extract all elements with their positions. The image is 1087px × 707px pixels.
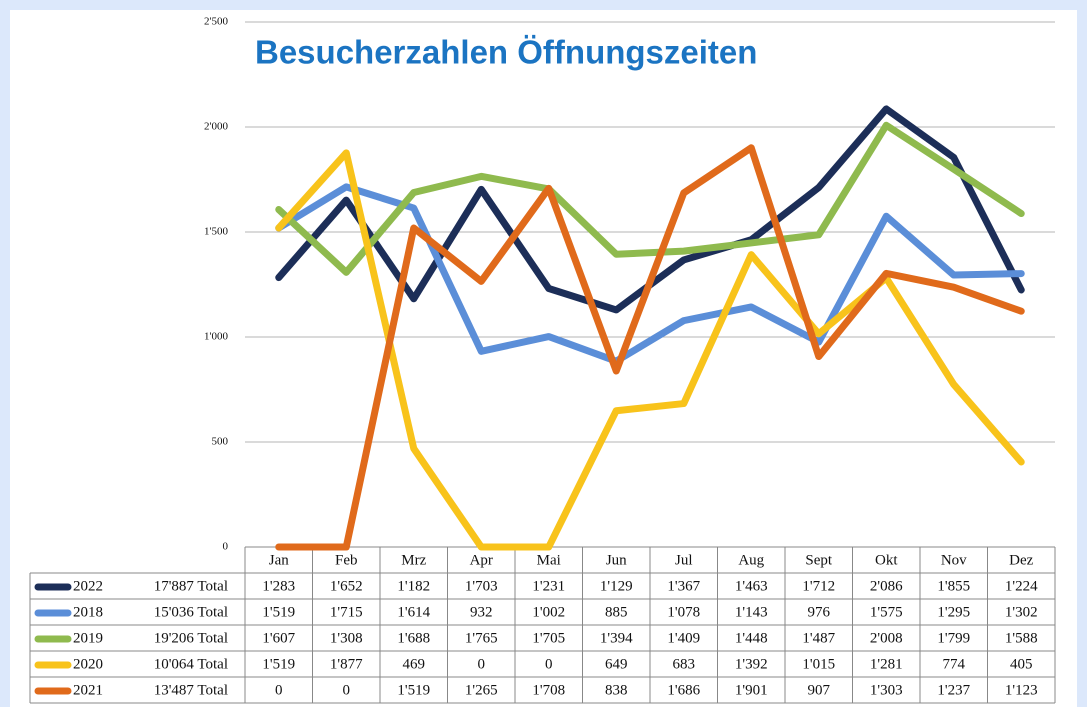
table-cell: 0 (275, 682, 283, 698)
table-cell: 1'705 (532, 630, 565, 646)
table-cell: 469 (403, 656, 426, 672)
x-tick-label: Okt (875, 552, 898, 568)
table-cell: 1'302 (1005, 604, 1038, 620)
table-cell: 1'708 (532, 682, 565, 698)
chart-title: Besucherzahlen Öffnungszeiten (255, 34, 757, 71)
table-cell: 1'607 (262, 630, 295, 646)
x-tick-label: Dez (1009, 552, 1033, 568)
table-cell: 2'086 (870, 578, 903, 594)
table-cell: 1'652 (330, 578, 363, 594)
x-tick-label: Feb (335, 552, 358, 568)
table-cell: 1'799 (937, 630, 970, 646)
y-tick-label: 1'000 (204, 331, 228, 343)
table-cell: 1'182 (397, 578, 430, 594)
table-cell: 649 (605, 656, 628, 672)
table-cell: 1'519 (262, 656, 295, 672)
x-tick-label: Jan (269, 552, 289, 568)
table-cell: 1'686 (667, 682, 700, 698)
table-cell: 1'308 (330, 630, 363, 646)
table-cell: 1'877 (330, 656, 363, 672)
series-line (275, 144, 1025, 551)
table-cell: 1'703 (465, 578, 498, 594)
legend-label: 2022 (73, 578, 103, 594)
table-cell: 1'715 (330, 604, 363, 620)
legend-label: 2021 (73, 682, 103, 698)
table-cell: 1'078 (667, 604, 700, 620)
table-cell: 1'394 (600, 630, 633, 646)
table-cell: 907 (808, 682, 831, 698)
table-cell: 683 (673, 656, 696, 672)
table-cell: 1'123 (1005, 682, 1038, 698)
series-total: 17'887 Total (154, 578, 228, 594)
table-cell: 885 (605, 604, 628, 620)
x-tick-label: Nov (941, 552, 967, 568)
table-cell: 774 (943, 656, 966, 672)
table-cell: 1'281 (870, 656, 903, 672)
series-line (275, 149, 1025, 551)
legend-label: 2019 (73, 630, 103, 646)
table-cell: 1'463 (735, 578, 768, 594)
series-total: 10'064 Total (154, 656, 228, 672)
y-tick-label: 2'000 (204, 121, 228, 133)
table-cell: 1'688 (397, 630, 430, 646)
table-cell: 1'519 (397, 682, 430, 698)
table-cell: 1'231 (532, 578, 565, 594)
x-tick-label: Aug (738, 552, 764, 568)
y-tick-label: 1'500 (204, 226, 228, 238)
y-tick-label: 500 (212, 436, 229, 448)
x-tick-label: Mai (537, 552, 561, 568)
panel (10, 10, 1077, 707)
table-cell: 1'487 (802, 630, 835, 646)
legend-label: 2020 (73, 656, 103, 672)
table-cell: 0 (343, 682, 351, 698)
table-cell: 1'855 (937, 578, 970, 594)
x-tick-label: Apr (470, 552, 493, 568)
table-cell: 1'265 (465, 682, 498, 698)
table-cell: 1'519 (262, 604, 295, 620)
series-total: 15'036 Total (154, 604, 228, 620)
x-tick-label: Jun (606, 552, 627, 568)
table-cell: 1'237 (937, 682, 970, 698)
series-total: 19'206 Total (154, 630, 228, 646)
table-cell: 1'002 (532, 604, 565, 620)
table-cell: 1'448 (735, 630, 768, 646)
x-tick-label: Jul (675, 552, 693, 568)
table-cell: 1'614 (397, 604, 430, 620)
table-cell: 1'588 (1005, 630, 1038, 646)
table-cell: 1'409 (667, 630, 700, 646)
table-cell: 1'143 (735, 604, 768, 620)
table-cell: 405 (1010, 656, 1033, 672)
table-cell: 1'712 (802, 578, 835, 594)
table-cell: 1'303 (870, 682, 903, 698)
table-cell: 2'008 (870, 630, 903, 646)
table-cell: 1'575 (870, 604, 903, 620)
table-cell: 1'129 (600, 578, 633, 594)
table-cell: 1'015 (802, 656, 835, 672)
legend-label: 2018 (73, 604, 103, 620)
y-tick-label: 0 (223, 541, 229, 553)
table-cell: 1'367 (667, 578, 700, 594)
table-cell: 1'295 (937, 604, 970, 620)
table-cell: 1'392 (735, 656, 768, 672)
table-cell: 838 (605, 682, 628, 698)
table-cell: 0 (545, 656, 553, 672)
table-cell: 1'283 (262, 578, 295, 594)
table-cell: 1'224 (1005, 578, 1038, 594)
table-cell: 1'901 (735, 682, 768, 698)
table-cell: 976 (808, 604, 831, 620)
x-tick-label: Mrz (401, 552, 426, 568)
series-line (275, 121, 1025, 276)
series-total: 13'487 Total (154, 682, 228, 698)
table-cell: 0 (478, 656, 486, 672)
y-tick-label: 2'500 (204, 16, 228, 28)
table-cell: 1'765 (465, 630, 498, 646)
table-cell: 932 (470, 604, 493, 620)
x-tick-label: Sept (805, 552, 833, 568)
